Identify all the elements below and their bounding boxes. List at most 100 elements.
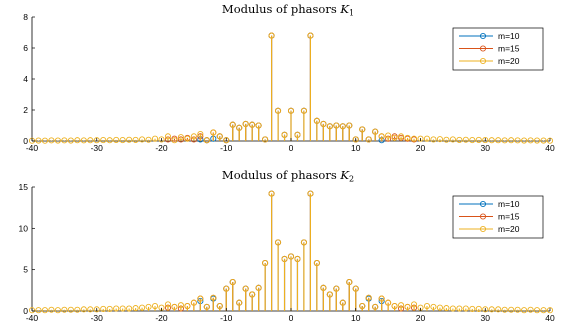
x-tick-label: -40 [26,143,39,153]
legend-marker [479,200,487,208]
x-tick-label: 0 [289,313,294,323]
stem-marker [268,32,275,39]
stem-marker [145,303,152,310]
stem-marker [100,305,107,312]
stem-marker [223,285,230,292]
stem-marker [475,305,482,312]
stem-marker [177,302,184,309]
x-tick-label: -20 [155,313,168,323]
x-tick-label: 20 [416,313,426,323]
series-m=20 [28,190,554,314]
x-tick-label: 40 [545,313,555,323]
stem-marker [113,136,120,143]
stem-marker [177,136,184,143]
x-tick-label: 40 [545,143,555,153]
stem-marker [67,306,74,313]
legend-label: m=20 [498,56,520,66]
x-tick-label: 0 [289,143,294,153]
chart-title-subscript: 2 [349,175,354,184]
stem-marker [307,32,314,39]
stem-marker [521,137,528,144]
stem-marker [359,302,366,310]
stem-marker [300,239,308,246]
stem-marker [132,305,139,312]
stem-marker [177,134,184,141]
stem-marker [216,133,223,140]
stem-marker [391,134,398,141]
stem-marker [398,133,405,140]
series-m=20 [28,32,554,144]
y-tick-label: 15 [19,182,29,192]
stem-marker [449,136,456,143]
stem-marker [294,131,301,138]
stem-marker [223,137,230,144]
stem-marker [469,305,476,312]
stem-marker [145,136,152,143]
stem-marker [242,120,249,127]
stem-marker [391,302,398,310]
stem-marker [372,128,379,135]
stem-marker [197,295,204,302]
stem-marker [423,135,431,142]
x-tick-label: -10 [220,313,233,323]
x-tick-label: 30 [481,313,491,323]
stem-marker [495,306,502,313]
x-tick-label: -20 [155,143,168,153]
stem-marker [333,122,340,129]
stem-marker [80,137,87,144]
legend-label: m=15 [498,44,520,54]
stem-marker [339,123,346,130]
chart-title-subscript: 1 [349,9,354,18]
y-tick-label: 6 [23,43,28,53]
stem-marker [158,136,165,143]
stem-marker [281,255,288,262]
legend-marker [479,57,487,65]
stem-marker [262,136,269,143]
stem-marker [469,137,476,144]
x-tick-label: -40 [26,313,39,323]
stem-marker [190,133,197,140]
stem-marker [320,120,327,127]
stem-marker [449,305,456,312]
stem-marker [216,302,223,310]
stem-marker [339,299,346,306]
stem-marker [80,306,87,313]
stem-marker [300,107,308,114]
stem-marker [462,305,469,312]
x-tick-label: 30 [481,143,491,153]
legend-label: m=10 [498,31,520,41]
stem-marker [113,305,120,312]
stem-marker [514,137,521,144]
stem-marker [540,307,547,314]
stem-marker [151,302,159,310]
stem-marker [514,306,521,313]
stem-marker [35,307,42,314]
stem-marker [61,306,68,313]
chart-title-k1: Modulus of phasors K1 [222,2,354,18]
stem-marker [410,135,418,142]
stem-marker [67,137,74,144]
stem-marker [210,129,217,136]
stem-marker [274,239,282,246]
stem-marker [495,137,502,144]
stems-k2 [28,190,554,314]
x-tick-label: -30 [91,313,104,323]
x-tick-label: 10 [351,143,361,153]
chart-title-text: Modulus of phasors [222,2,340,16]
stem-marker [249,291,256,298]
stem-marker [326,291,333,298]
stem-marker [132,136,139,143]
stem-marker [546,307,554,314]
stem-marker [106,305,113,312]
legend-label: m=10 [498,199,520,209]
stem-marker [126,136,133,143]
stem-marker [61,137,68,144]
y-tick-label: 10 [19,223,29,233]
stem-marker [527,306,534,313]
stem-marker [508,137,515,144]
y-tick-label: 0 [23,306,28,316]
stem-marker [119,137,126,144]
stem-marker [333,285,340,292]
stem-marker [423,302,431,310]
